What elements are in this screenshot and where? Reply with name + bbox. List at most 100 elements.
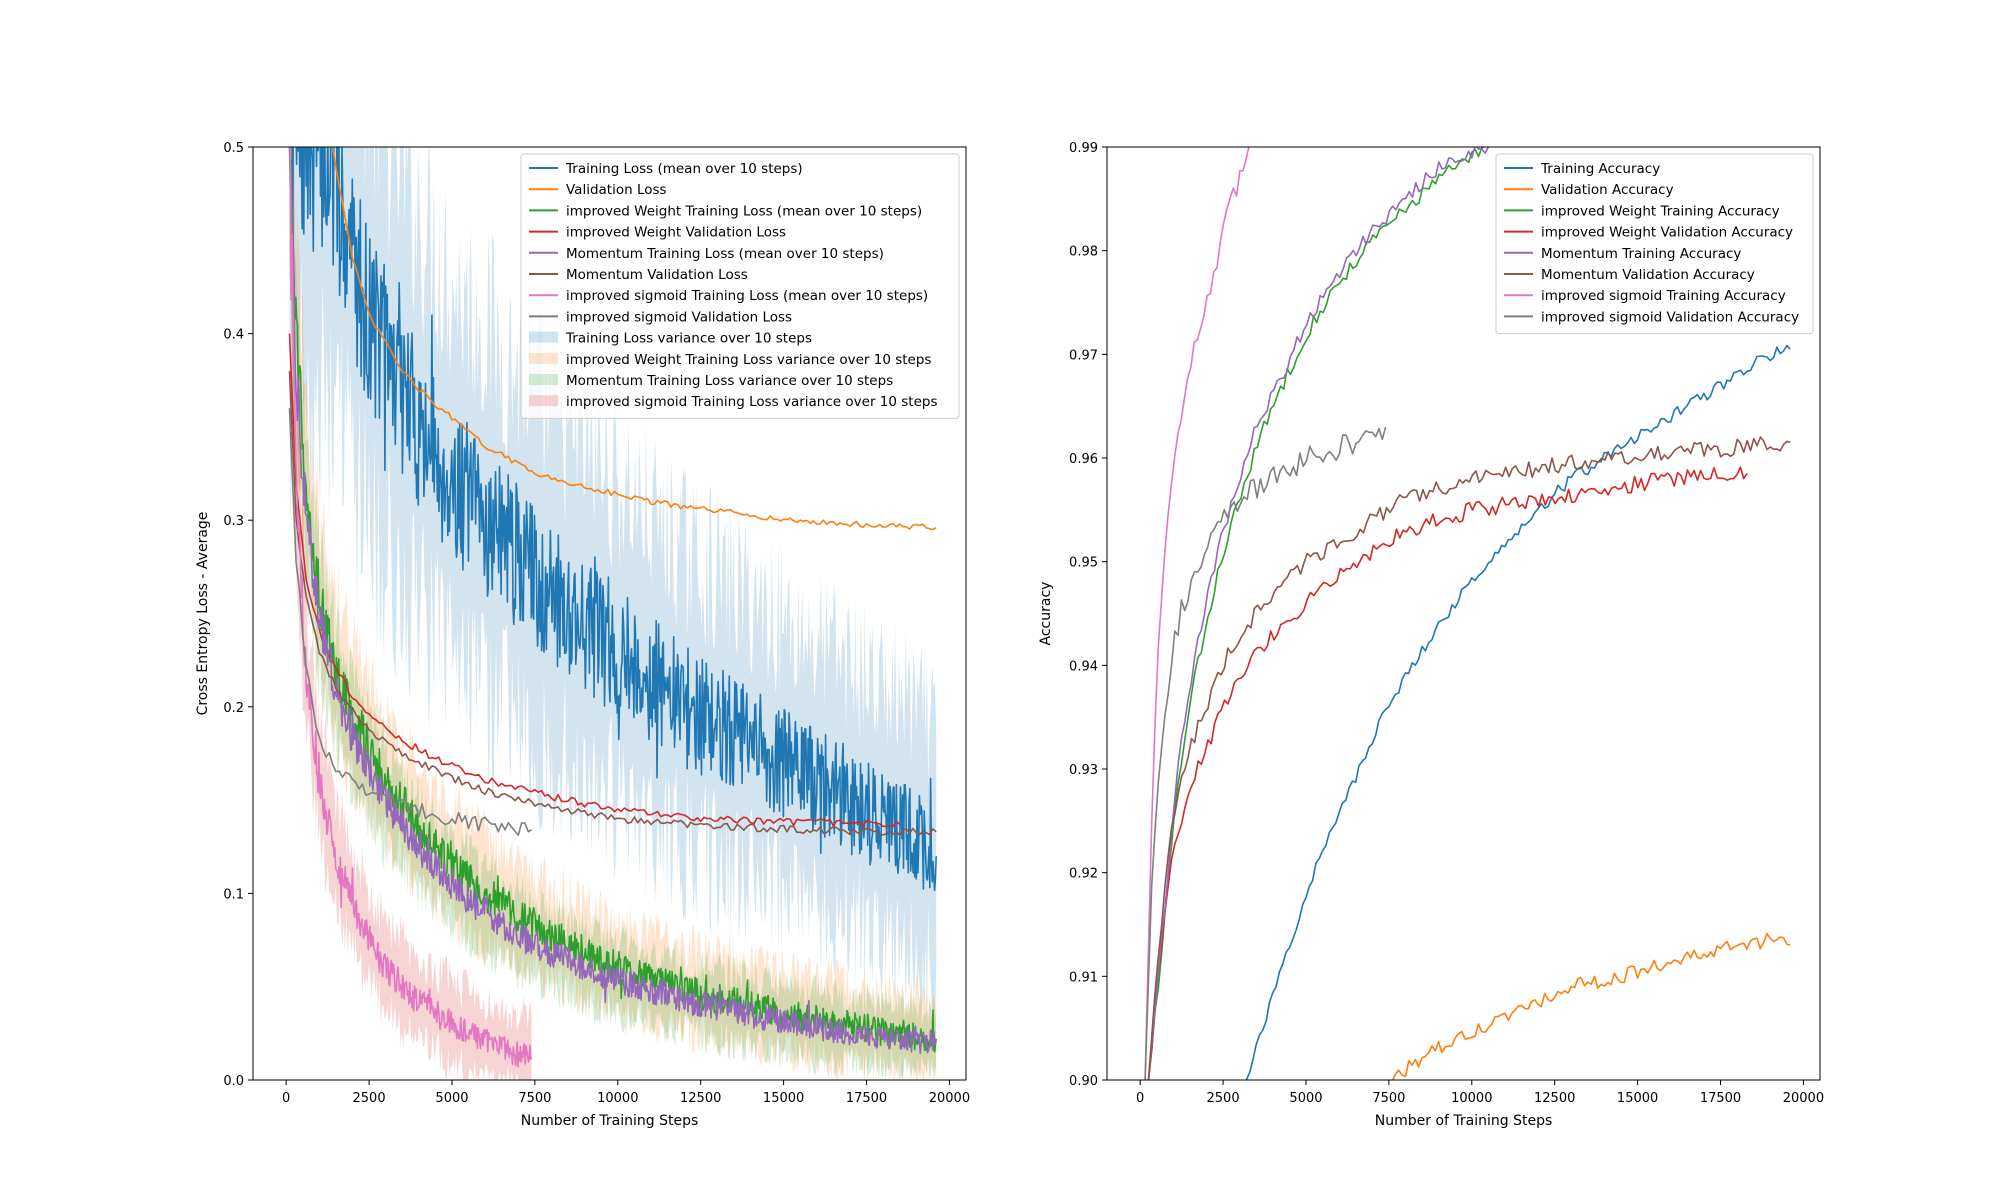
loss-x-tick-label: 2500: [353, 1091, 386, 1106]
accuracy-legend-item-improved-sigmoid-training-accuracy: improved sigmoid Training Accuracy: [1504, 288, 1786, 304]
accuracy-legend-label: Momentum Training Accuracy: [1541, 246, 1741, 262]
accuracy-series-improved-weight-validation-accuracy: [1147, 466, 1748, 1080]
loss-y-tick-label: 0.3: [223, 514, 244, 529]
accuracy-legend: Training Accuracy Validation Accuracy impr…: [1495, 153, 1814, 335]
accuracy-series-improved-sigmoid-validation-accuracy: [1144, 426, 1387, 1080]
loss-x-tick-label: 5000: [435, 1091, 468, 1106]
accuracy-x-tick-label: 0: [1136, 1091, 1144, 1106]
accuracy-legend-label: Momentum Validation Accuracy: [1541, 267, 1755, 283]
accuracy-legend-label: improved Weight Validation Accuracy: [1541, 225, 1793, 241]
loss-legend-swatch: [529, 331, 558, 343]
loss-legend-item-training-loss-mean-over-10-steps: Training Loss (mean over 10 steps): [529, 161, 803, 177]
accuracy-x-axis-label: Number of Training Steps: [1375, 1113, 1553, 1129]
accuracy-x-tick-label: 15000: [1617, 1091, 1658, 1106]
loss-x-tick-label: 15000: [763, 1091, 804, 1106]
accuracy-y-tick-label: 0.91: [1069, 970, 1098, 985]
loss-legend-item-momentum-training-loss-variance-over-10-steps: Momentum Training Loss variance over 10 …: [529, 373, 893, 389]
accuracy-legend-label: improved sigmoid Validation Accuracy: [1541, 309, 1799, 325]
loss-legend-label: improved sigmoid Training Loss variance …: [566, 394, 938, 410]
loss-legend-label: Validation Loss: [566, 182, 667, 198]
loss-legend-swatch: [529, 352, 558, 364]
loss-legend-item-momentum-validation-loss: Momentum Validation Loss: [529, 267, 748, 283]
loss-legend-item-validation-loss: Validation Loss: [529, 182, 667, 198]
accuracy-x-tick-label: 7500: [1372, 1091, 1405, 1106]
loss-legend-item-improved-weight-training-loss-variance-over-10-steps: improved Weight Training Loss variance o…: [529, 352, 931, 368]
loss-legend-swatch: [529, 374, 558, 385]
loss-y-axis-label: Cross Entropy Loss - Average: [195, 512, 211, 716]
loss-legend-label: Momentum Validation Loss: [566, 267, 748, 283]
accuracy-legend-item-training-accuracy: Training Accuracy: [1504, 161, 1660, 177]
loss-legend: Training Loss (mean over 10 steps) Valida…: [520, 153, 960, 419]
loss-legend-swatch: [529, 395, 558, 407]
accuracy-y-tick-label: 0.90: [1069, 1074, 1098, 1089]
accuracy-series-training-accuracy: [1245, 344, 1791, 1080]
accuracy-panel: 0 2500 5000 7500 10000 12500 15000 17500 20000 0.…: [1038, 141, 1824, 1129]
accuracy-y-tick-label: 0.97: [1069, 348, 1098, 363]
loss-axes-frame: [252, 146, 967, 1081]
accuracy-series-momentum-training-accuracy: [1147, 147, 1490, 1080]
loss-y-tick-label: 0.1: [223, 887, 244, 902]
accuracy-series-validation-accuracy: [1388, 932, 1791, 1080]
accuracy-y-tick-label: 0.94: [1069, 659, 1098, 674]
loss-legend-item-improved-sigmoid-training-loss-variance-over-10-steps: improved sigmoid Training Loss variance …: [529, 394, 938, 410]
accuracy-series-improved-weight-training-accuracy: [1147, 147, 1489, 1080]
accuracy-legend-item-improved-sigmoid-validation-accuracy: improved sigmoid Validation Accuracy: [1504, 309, 1799, 325]
loss-legend-label: Momentum Training Loss variance over 10 …: [566, 373, 893, 389]
accuracy-x-tick-label: 2500: [1207, 1091, 1240, 1106]
accuracy-legend-item-momentum-validation-accuracy: Momentum Validation Accuracy: [1504, 267, 1755, 283]
loss-legend-label: improved sigmoid Validation Loss: [566, 309, 792, 325]
loss-y-tick-label: 0.5: [223, 141, 244, 156]
loss-legend-label: improved Weight Validation Loss: [566, 225, 786, 241]
accuracy-legend-item-improved-weight-validation-accuracy: improved Weight Validation Accuracy: [1504, 225, 1793, 241]
loss-panel: 0 2500 5000 7500 10000 12500 15000 17500 20000 0.…: [195, 141, 970, 1129]
loss-series-improved-weight-validation-loss: [288, 333, 901, 828]
loss-x-tick-label: 7500: [518, 1091, 551, 1106]
accuracy-x-tick-label: 10000: [1451, 1091, 1492, 1106]
loss-x-tick-label: 17500: [846, 1091, 887, 1106]
accuracy-y-tick-label: 0.96: [1069, 452, 1098, 467]
accuracy-series-momentum-validation-accuracy: [1147, 436, 1791, 1080]
loss-y-tick-label: 0.0: [223, 1074, 244, 1089]
loss-x-tick-label: 0: [282, 1091, 290, 1106]
loss-legend-item-improved-weight-validation-loss: improved Weight Validation Loss: [529, 225, 786, 241]
loss-series-improved-weight-training-loss-mean-over-10-steps: [288, 147, 937, 1053]
loss-series-momentum-training-loss-mean-over-10-steps: [288, 147, 937, 1054]
loss-legend-item-momentum-training-loss-mean-over-10-steps: Momentum Training Loss (mean over 10 ste…: [529, 246, 884, 262]
accuracy-x-tick-label: 20000: [1783, 1091, 1824, 1106]
accuracy-y-tick-label: 0.99: [1069, 141, 1098, 156]
accuracy-x-tick-label: 12500: [1534, 1091, 1575, 1106]
loss-legend-label: improved Weight Training Loss variance o…: [566, 352, 931, 368]
loss-plot-area: [288, 147, 937, 1080]
loss-y-tick-label: 0.4: [223, 328, 244, 343]
loss-x-tick-label: 10000: [597, 1091, 638, 1106]
loss-legend-label: Training Loss variance over 10 steps: [565, 331, 812, 347]
accuracy-axes-frame: [1106, 146, 1821, 1081]
loss-series-validation-loss: [331, 147, 937, 531]
loss-series-momentum-validation-loss: [288, 370, 937, 836]
accuracy-x-tick-label: 17500: [1700, 1091, 1741, 1106]
accuracy-plot-area: [1144, 147, 1791, 1080]
accuracy-legend-item-validation-accuracy: Validation Accuracy: [1504, 182, 1674, 198]
accuracy-x-tick-label: 5000: [1289, 1091, 1322, 1106]
loss-x-tick-label: 12500: [680, 1091, 721, 1106]
accuracy-legend-item-momentum-training-accuracy: Momentum Training Accuracy: [1504, 246, 1741, 262]
loss-series-improved-sigmoid-validation-loss: [288, 408, 532, 836]
accuracy-legend-item-improved-weight-training-accuracy: improved Weight Training Accuracy: [1504, 203, 1780, 219]
loss-legend-label: Training Loss (mean over 10 steps): [565, 161, 803, 177]
loss-x-tick-label: 20000: [929, 1091, 970, 1106]
loss-y-tick-label: 0.2: [223, 701, 244, 716]
accuracy-y-tick-label: 0.98: [1069, 245, 1098, 260]
accuracy-legend-label: improved Weight Training Accuracy: [1541, 203, 1780, 219]
accuracy-y-axis-label: Accuracy: [1038, 582, 1054, 646]
loss-legend-box: [520, 153, 960, 419]
loss-legend-label: improved Weight Training Loss (mean over…: [566, 203, 922, 219]
accuracy-legend-label: improved sigmoid Training Accuracy: [1541, 288, 1786, 304]
loss-x-axis-label: Number of Training Steps: [521, 1113, 699, 1129]
accuracy-legend-label: Validation Accuracy: [1541, 182, 1674, 198]
loss-legend-item-improved-weight-training-loss-mean-over-10-steps: improved Weight Training Loss (mean over…: [529, 203, 922, 219]
accuracy-y-tick-label: 0.93: [1069, 763, 1098, 778]
loss-series-improved-sigmoid-training-loss-mean-over-10-steps: [288, 147, 533, 1068]
loss-legend-item-improved-sigmoid-validation-loss: improved sigmoid Validation Loss: [529, 309, 792, 325]
accuracy-series-improved-sigmoid-training-accuracy: [1144, 147, 1253, 1080]
